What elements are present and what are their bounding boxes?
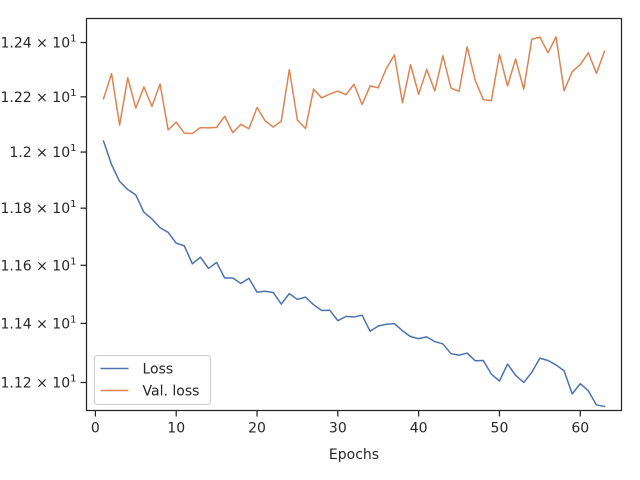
y-tick-mantissa: 1.24 [0,36,31,52]
x-axis-label: Epochs [329,447,379,463]
y-tick-label: 1.16 × 101 [0,256,76,274]
y-tick-times: × [32,375,53,391]
x-tick-labels: 0 10 20 30 40 50 60 [91,421,589,437]
y-tick-base: 10 [52,36,70,52]
y-tick-times: × [32,201,53,217]
x-tick-label: 0 [91,421,100,437]
y-tick-exponent: 1 [70,373,76,384]
y-tick-times: × [32,316,53,332]
y-tick-label: 1.24 × 101 [0,34,76,52]
x-tick-label: 10 [167,421,185,437]
legend-label: Val. loss [143,384,200,400]
y-tick-label: 1.12 × 101 [0,373,76,391]
y-tick-mantissa: 1.16 [0,258,31,274]
y-tick-base: 10 [52,375,70,391]
y-tick-mantissa: 1.18 [0,201,31,217]
y-tick-times: × [32,145,53,161]
x-tick-label: 30 [329,421,347,437]
y-tick-label: 1.22 × 101 [0,88,76,106]
y-tick-exponent: 1 [70,314,76,325]
y-tick-exponent: 1 [70,256,76,267]
legend: Loss Val. loss [94,355,211,405]
y-tick-exponent: 1 [70,34,76,45]
plot-area [86,18,622,411]
y-tick-mantissa: 1.12 [0,375,31,391]
y-tick-mantissa: 1.2 [9,145,31,161]
x-tick-label: 40 [410,421,428,437]
y-tick-label: 1.18 × 101 [0,199,76,217]
y-tick-exponent: 1 [70,88,76,99]
y-tick-base: 10 [52,201,70,217]
plot-frame [85,17,623,412]
y-tick-label: 1.14 × 101 [0,314,76,332]
y-tick-base: 10 [52,258,70,274]
y-tick-mantissa: 1.14 [0,316,31,332]
y-tick-mantissa: 1.22 [0,90,31,106]
y-tick-base: 10 [52,90,70,106]
y-tick-exponent: 1 [70,199,76,210]
tick-marks [80,41,581,417]
series-line-loss [102,140,606,408]
y-tick-base: 10 [52,145,70,161]
x-tick-label: 50 [491,421,509,437]
y-tick-times: × [32,90,53,106]
y-tick-base: 10 [52,316,70,332]
y-tick-exponent: 1 [70,143,76,154]
series-line-val-loss [102,36,606,135]
x-tick-label: 20 [248,421,266,437]
series-layer [102,36,606,408]
y-tick-label: 1.2 × 101 [9,143,76,161]
y-tick-times: × [32,36,53,52]
y-tick-times: × [32,258,53,274]
legend-label: Loss [143,362,174,378]
x-tick-label: 60 [571,421,589,437]
